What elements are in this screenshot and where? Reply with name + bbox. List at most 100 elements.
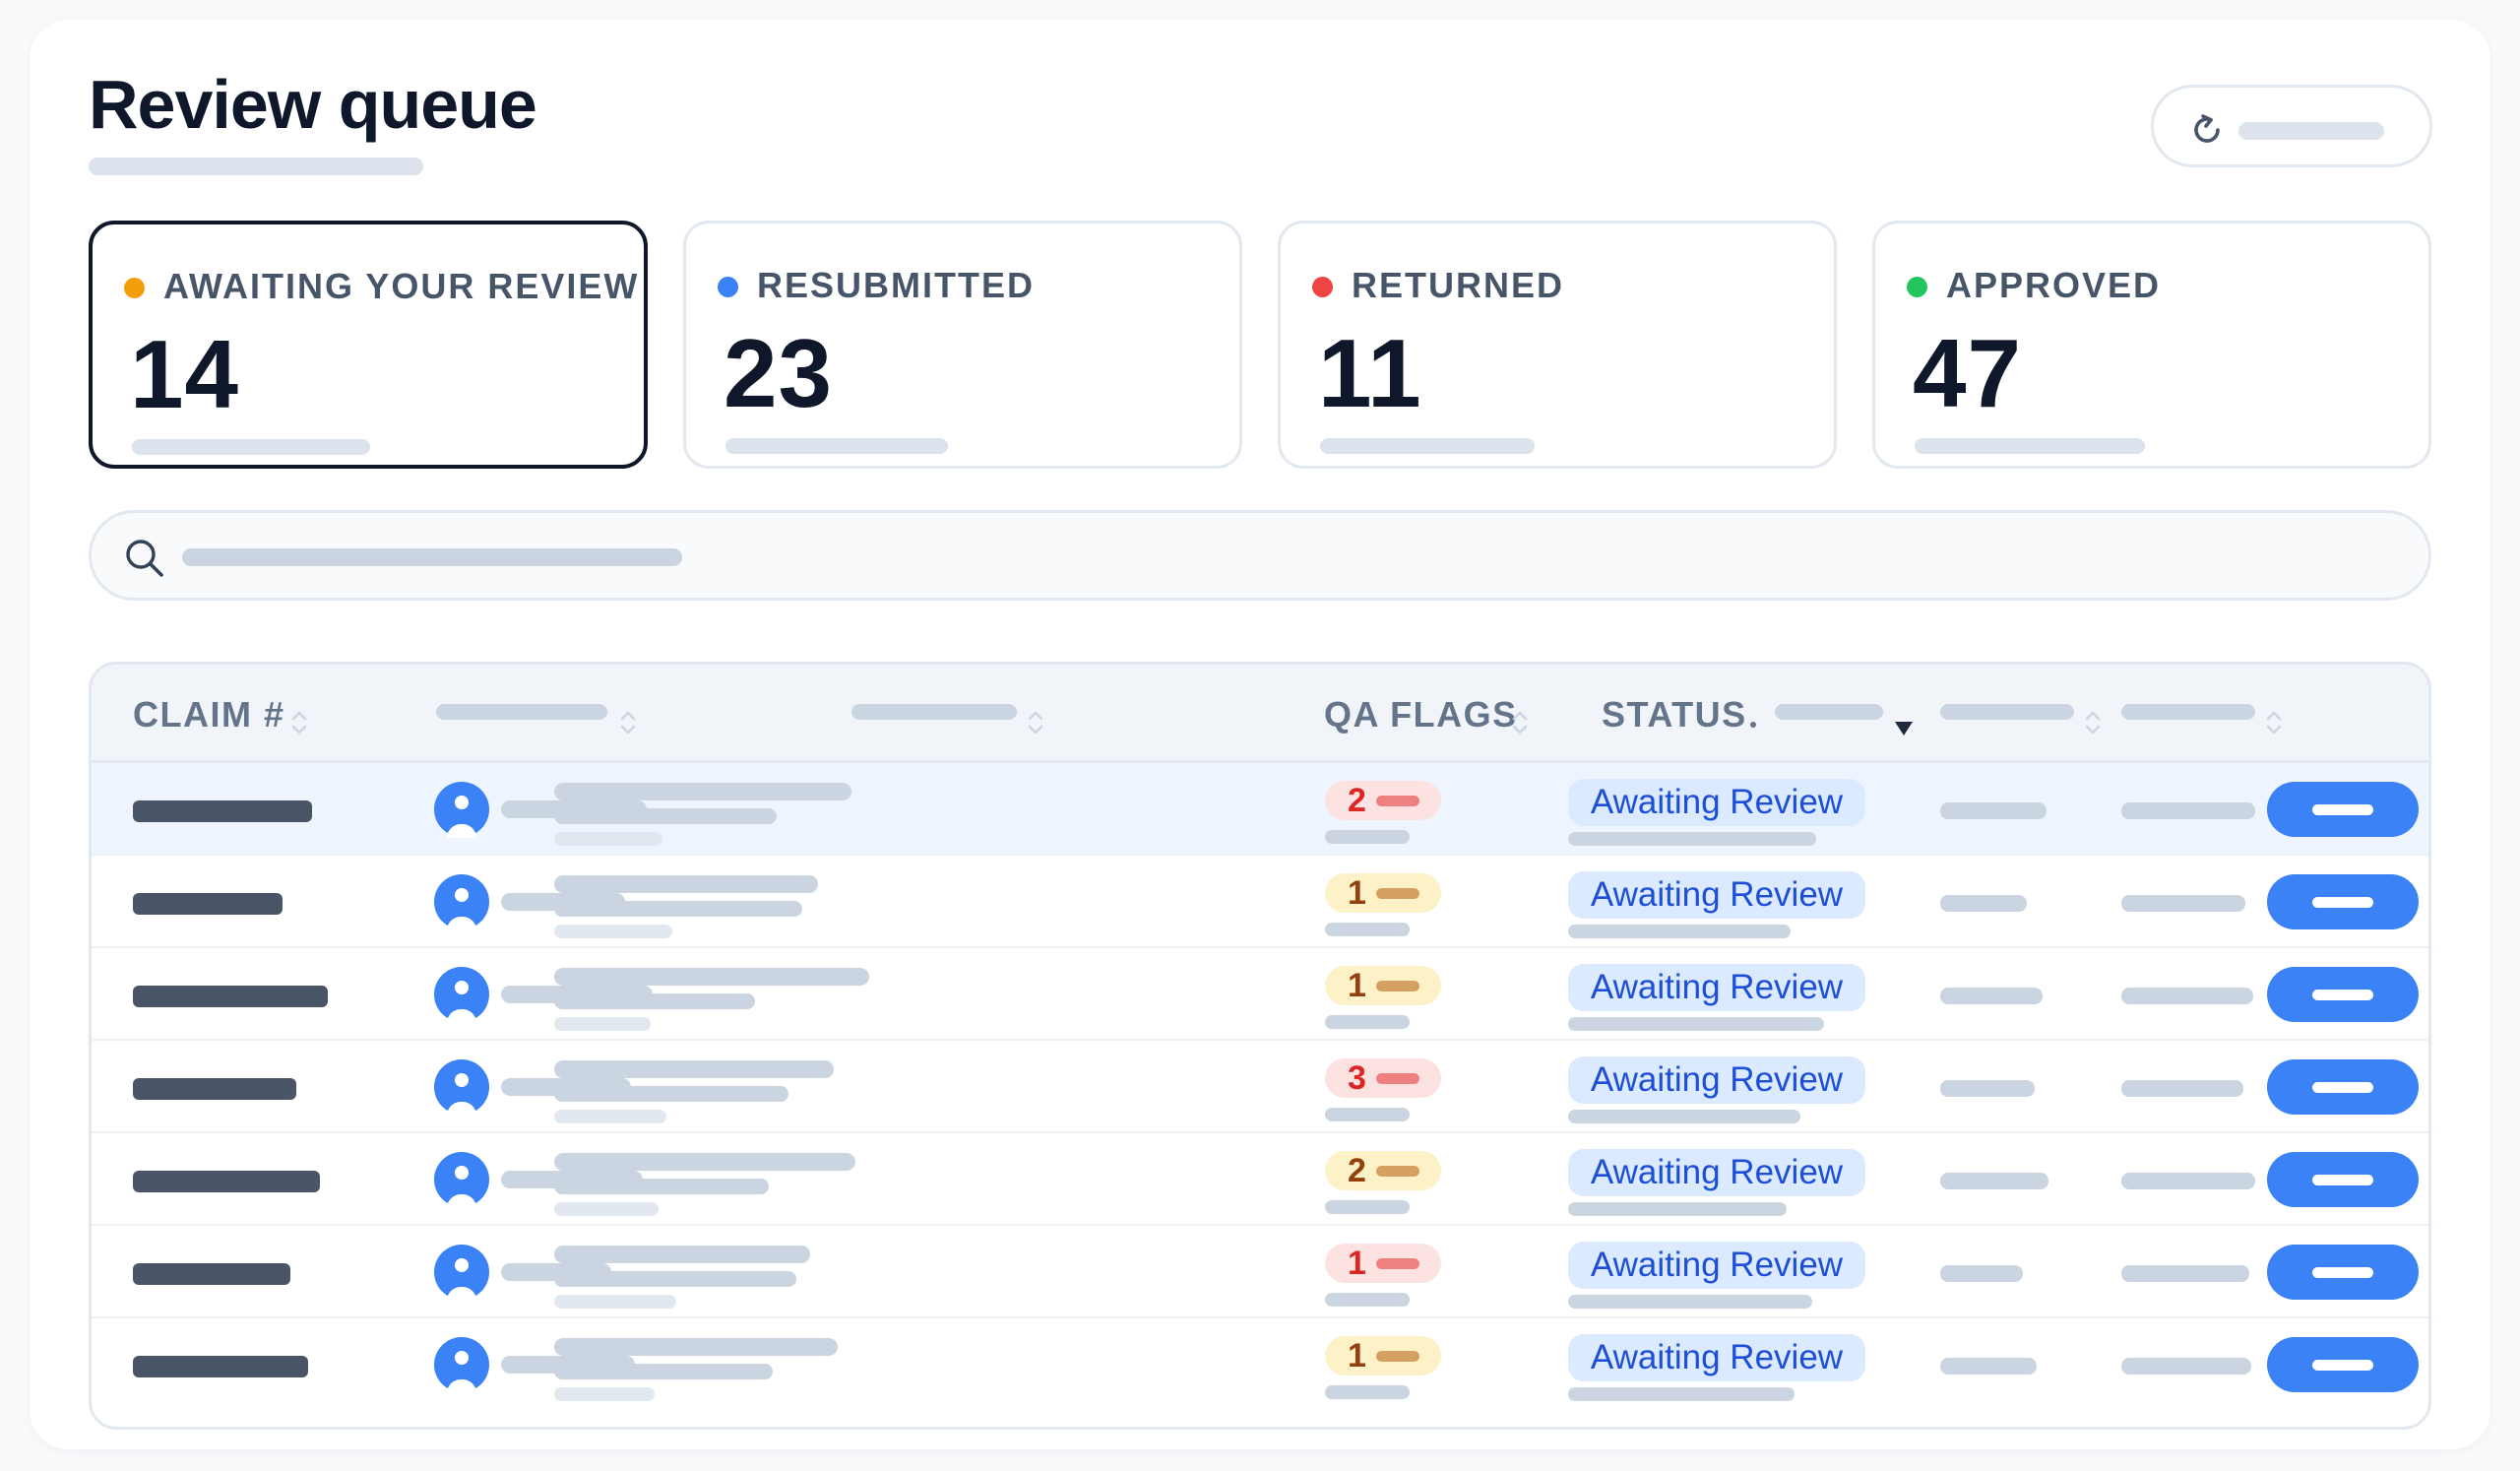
page-subtitle-placeholder — [89, 158, 423, 175]
table-row[interactable]: 2 Awaiting Review — [92, 763, 2428, 856]
qa-flags-badge: 1 — [1325, 1244, 1441, 1283]
status-badge: Awaiting Review — [1568, 1056, 1865, 1104]
stat-caption-placeholder — [1320, 438, 1535, 454]
cell-placeholder — [2121, 895, 2245, 912]
stat-count: 23 — [724, 319, 834, 427]
claim-number-placeholder — [133, 800, 312, 822]
qa-flags-badge: 1 — [1325, 966, 1441, 1005]
status-dot-returned — [1312, 277, 1333, 297]
review-action-button[interactable] — [2267, 1059, 2419, 1115]
stat-count: 11 — [1318, 319, 1422, 427]
cell-placeholder — [2121, 1080, 2243, 1097]
status-badge: Awaiting Review — [1568, 1334, 1865, 1381]
review-action-button[interactable] — [2267, 1337, 2419, 1392]
table-row[interactable]: 1 Awaiting Review — [92, 856, 2428, 948]
status-sub-placeholder — [1568, 1202, 1787, 1216]
review-action-button[interactable] — [2267, 782, 2419, 837]
status-sub-placeholder — [1568, 1387, 1795, 1401]
stat-card-approved[interactable]: APPROVED 47 — [1872, 221, 2431, 469]
stat-label: RESUBMITTED — [757, 265, 1035, 305]
stat-card-returned[interactable]: RETURNED 11 — [1278, 221, 1837, 469]
status-badge: Awaiting Review — [1568, 871, 1865, 919]
table-row[interactable]: 1 Awaiting Review — [92, 948, 2428, 1041]
claim-number-placeholder — [133, 1356, 308, 1377]
column-header-status[interactable]: STATUS — [1602, 694, 1747, 735]
claims-table: CLAIM # QA FLAGS STATUS 2 — [89, 662, 2431, 1430]
sort-icon[interactable] — [1027, 708, 1044, 737]
status-filter-placeholder[interactable] — [1775, 704, 1883, 720]
cell-placeholder — [2121, 988, 2253, 1004]
status-header-dot — [1750, 722, 1756, 728]
description-meta-placeholder — [554, 1110, 666, 1123]
table-header: CLAIM # QA FLAGS STATUS — [92, 665, 2428, 763]
user-avatar-icon — [434, 874, 489, 930]
page-title: Review queue — [89, 66, 537, 143]
description-line-placeholder — [554, 1086, 788, 1102]
qa-flags-sub-placeholder — [1325, 923, 1410, 936]
refresh-button[interactable] — [2151, 85, 2432, 167]
sort-icon[interactable] — [1511, 708, 1529, 737]
search-icon — [126, 540, 163, 577]
column-header-qa-flags[interactable]: QA FLAGS — [1324, 694, 1518, 735]
sort-icon[interactable] — [619, 708, 637, 737]
table-row[interactable]: 2 Awaiting Review — [92, 1133, 2428, 1226]
qa-flags-badge: 1 — [1325, 1336, 1441, 1375]
user-avatar-icon — [434, 1245, 489, 1301]
stat-label: AWAITING YOUR REVIEW — [163, 266, 640, 306]
cell-placeholder — [2121, 1265, 2249, 1282]
description-meta-placeholder — [554, 925, 672, 938]
description-meta-placeholder — [554, 1202, 659, 1216]
review-action-button[interactable] — [2267, 1152, 2419, 1207]
sort-icon[interactable] — [290, 708, 308, 737]
cell-placeholder — [1940, 802, 2047, 819]
stat-card-resubmitted[interactable]: RESUBMITTED 23 — [683, 221, 1242, 469]
table-row[interactable]: 1 Awaiting Review — [92, 1226, 2428, 1318]
claim-number-placeholder — [133, 1078, 296, 1100]
column-header-placeholder[interactable] — [851, 704, 1017, 720]
stat-count: 14 — [130, 320, 240, 428]
user-avatar-icon — [434, 782, 489, 838]
description-meta-placeholder — [554, 1387, 655, 1401]
column-header-placeholder[interactable] — [2121, 704, 2255, 720]
cell-placeholder — [2121, 1358, 2251, 1375]
search-input[interactable] — [89, 510, 2431, 601]
cell-placeholder — [2121, 802, 2255, 819]
qa-flags-badge: 2 — [1325, 781, 1441, 820]
stat-label: APPROVED — [1946, 265, 2162, 305]
table-row[interactable]: 3 Awaiting Review — [92, 1041, 2428, 1133]
column-header-placeholder[interactable] — [1940, 704, 2074, 720]
status-badge: Awaiting Review — [1568, 964, 1865, 1011]
claim-number-placeholder — [133, 986, 328, 1007]
cell-placeholder — [1940, 1265, 2023, 1282]
description-line-placeholder — [554, 993, 755, 1009]
search-placeholder — [182, 548, 682, 566]
review-action-button[interactable] — [2267, 967, 2419, 1022]
claim-number-placeholder — [133, 1263, 290, 1285]
cell-placeholder — [2121, 1173, 2255, 1189]
description-line-placeholder — [554, 1246, 810, 1263]
review-action-button[interactable] — [2267, 874, 2419, 929]
user-avatar-icon — [434, 1337, 489, 1393]
claim-number-placeholder — [133, 893, 283, 915]
column-header-placeholder[interactable] — [436, 704, 607, 720]
status-sub-placeholder — [1568, 1017, 1824, 1031]
qa-flags-sub-placeholder — [1325, 1108, 1410, 1121]
description-line-placeholder — [554, 808, 777, 824]
sort-icon[interactable] — [2265, 708, 2283, 737]
stat-card-awaiting-review[interactable]: AWAITING YOUR REVIEW 14 — [89, 221, 648, 469]
description-line-placeholder — [554, 1060, 834, 1078]
stat-count: 47 — [1913, 319, 2023, 427]
caret-down-icon[interactable] — [1893, 720, 1915, 737]
sort-icon[interactable] — [2084, 708, 2102, 737]
review-action-button[interactable] — [2267, 1245, 2419, 1300]
description-line-placeholder — [554, 1153, 855, 1171]
column-header-claim[interactable]: CLAIM # — [133, 694, 285, 735]
table-row[interactable]: 1 Awaiting Review — [92, 1318, 2428, 1411]
description-meta-placeholder — [554, 1017, 651, 1031]
user-avatar-icon — [434, 1059, 489, 1116]
description-line-placeholder — [554, 1338, 838, 1356]
status-dot-approved — [1907, 277, 1927, 297]
status-sub-placeholder — [1568, 832, 1816, 846]
cell-placeholder — [1940, 1080, 2035, 1097]
qa-flags-badge: 3 — [1325, 1058, 1441, 1098]
